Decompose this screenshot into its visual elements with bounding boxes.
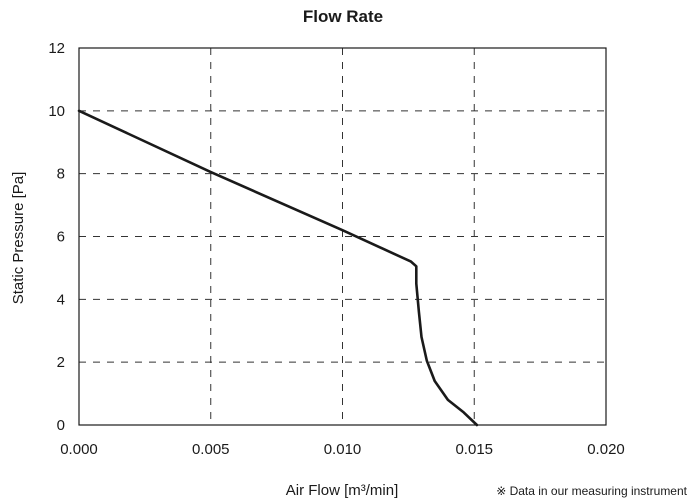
x-axis-title: Air Flow [m³/min] bbox=[286, 482, 399, 499]
x-tick-label: 0.010 bbox=[324, 441, 362, 458]
y-tick-label: 8 bbox=[57, 166, 65, 183]
y-axis-title: Static Pressure [Pa] bbox=[10, 172, 27, 305]
y-tick-label: 4 bbox=[57, 291, 65, 308]
grid-lines bbox=[79, 48, 606, 425]
x-tick-labels: 0.000 0.005 0.010 0.015 0.020 bbox=[60, 441, 625, 458]
chart-title: Flow Rate bbox=[303, 7, 383, 26]
y-tick-labels: 0 2 4 6 8 10 12 bbox=[48, 40, 65, 434]
x-tick-label: 0.015 bbox=[455, 441, 493, 458]
curve-layer bbox=[77, 109, 479, 427]
measurement-note: ※ Data in our measuring instrument bbox=[496, 484, 687, 498]
x-tick-label: 0.020 bbox=[587, 441, 625, 458]
x-tick-label: 0.000 bbox=[60, 441, 98, 458]
y-tick-label: 12 bbox=[48, 40, 65, 57]
y-tick-label: 6 bbox=[57, 229, 65, 246]
x-tick-label: 0.005 bbox=[192, 441, 230, 458]
plot-frame bbox=[78, 47, 607, 426]
y-tick-label: 2 bbox=[57, 354, 65, 371]
pq-curve-line bbox=[77, 109, 479, 427]
y-tick-label: 0 bbox=[57, 417, 65, 434]
y-tick-label: 10 bbox=[48, 103, 65, 120]
